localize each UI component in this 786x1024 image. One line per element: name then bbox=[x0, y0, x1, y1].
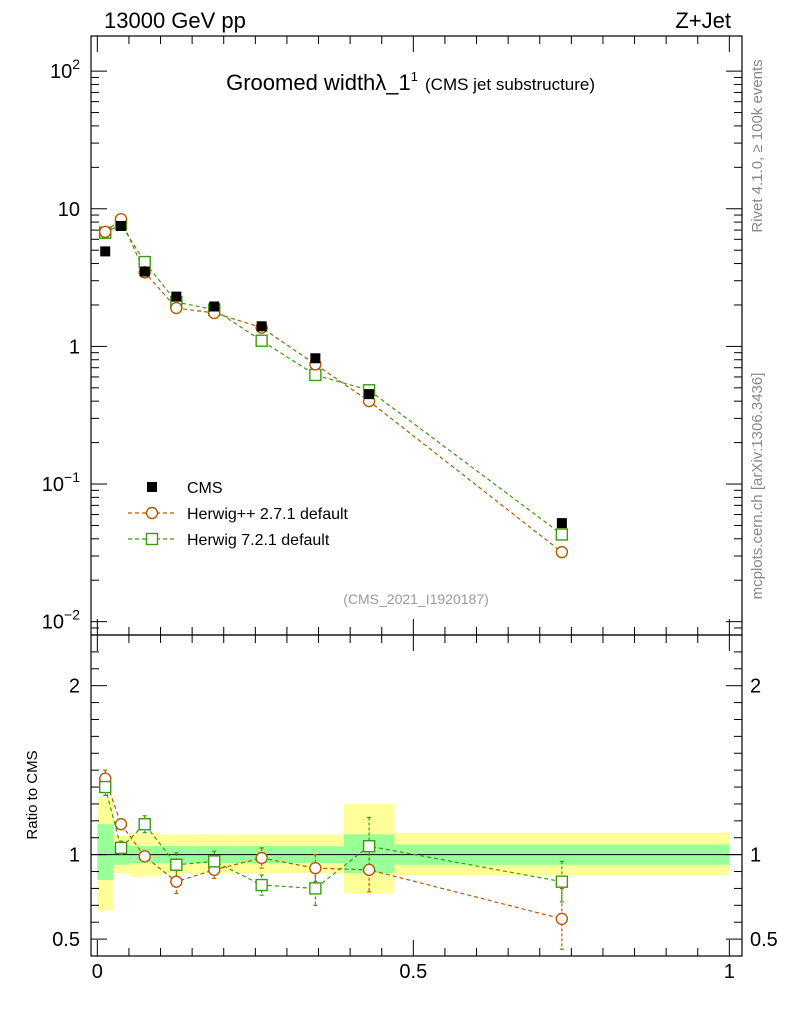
ratio-point-herwig7 bbox=[99, 780, 112, 794]
ratio-point-herwigpp bbox=[309, 861, 322, 875]
main-y-tick-exponent: 2 bbox=[72, 56, 80, 72]
ratio-y-axis-label: Ratio to CMS bbox=[24, 750, 41, 839]
main-point-cms bbox=[310, 353, 321, 364]
ratio-point-herwig7 bbox=[208, 855, 221, 868]
ratio-plot-series bbox=[99, 769, 569, 950]
ratio-plot-frame bbox=[90, 634, 743, 957]
legend-herwigpp-label: Herwig++ 2.7.1 default bbox=[187, 506, 349, 523]
main-y-tick-label: 10 bbox=[58, 199, 80, 221]
ratio-point-herwigpp bbox=[114, 818, 128, 831]
main-y-tick-exponent: −1 bbox=[64, 469, 80, 485]
plot-title-superscript: 1 bbox=[411, 69, 418, 84]
main-point-cms bbox=[171, 291, 182, 302]
main-point-herwigpp bbox=[555, 545, 569, 559]
main-point-herwig7 bbox=[555, 528, 569, 541]
ratio-uncertainty-bands bbox=[91, 797, 742, 911]
legend-herwig7-label: Herwig 7.2.1 default bbox=[187, 532, 330, 549]
main-y-tick-exponent: −2 bbox=[64, 607, 80, 623]
main-y-tick-label: 10−2 bbox=[42, 607, 80, 634]
legend-entry-herwigpp: Herwig++ 2.7.1 default bbox=[128, 506, 349, 523]
ratio-y-tick-label-left: 2 bbox=[69, 676, 80, 698]
legend-cms-marker bbox=[147, 482, 157, 492]
ratio-y-tick-label-right: 2 bbox=[750, 676, 761, 698]
legend-herwig7-marker bbox=[145, 532, 159, 546]
legend-cms-label: CMS bbox=[187, 480, 223, 497]
main-point-cms bbox=[139, 266, 150, 277]
ratio-point-herwig7 bbox=[138, 818, 151, 831]
plot-subtitle: (CMS jet substructure) bbox=[425, 75, 595, 94]
mcplots-label: mcplots.cern.ch [arXiv:1306.3436] bbox=[749, 373, 766, 600]
x-tick-label: 0 bbox=[92, 961, 103, 983]
ratio-point-herwig7 bbox=[114, 841, 128, 855]
main-y-tick-base: 10 bbox=[50, 61, 72, 83]
main-point-cms bbox=[364, 389, 375, 400]
x-tick-label: 0.5 bbox=[399, 961, 427, 983]
plot-title: Groomed widthλ_11 bbox=[226, 69, 418, 95]
ratio-point-herwigpp bbox=[362, 863, 376, 877]
ratio-point-herwigpp bbox=[170, 875, 183, 888]
ratio-point-herwigpp bbox=[255, 851, 268, 865]
ratio-y-tick-label-left: 1 bbox=[69, 845, 80, 867]
main-y-tick-base: 10 bbox=[42, 612, 64, 634]
main-plot-series bbox=[99, 212, 569, 559]
main-series-line-1 bbox=[104, 218, 563, 553]
ratio-point-herwig7 bbox=[255, 878, 268, 892]
ratio-y-tick-label-right: 0.5 bbox=[750, 929, 778, 951]
ratio-point-herwigpp bbox=[138, 850, 151, 863]
legend-entry-cms: CMS bbox=[147, 480, 223, 497]
analysis-id-watermark: (CMS_2021_I1920187) bbox=[343, 591, 489, 607]
main-y-tick-base: 10 bbox=[42, 474, 64, 496]
main-point-herwigpp bbox=[99, 225, 112, 239]
ratio-y-tick-label-left: 0.5 bbox=[52, 929, 80, 951]
header-energy-label: 13000 GeV pp bbox=[104, 8, 246, 33]
main-y-tick-label: 1 bbox=[69, 336, 80, 358]
main-point-herwigpp bbox=[170, 301, 183, 315]
legend: CMS Herwig++ 2.7.1 default Herwig 7.2.1 … bbox=[128, 480, 349, 549]
main-point-cms bbox=[100, 246, 111, 257]
main-point-cms bbox=[256, 321, 267, 332]
ratio-point-herwig7 bbox=[170, 858, 183, 871]
main-point-cms bbox=[556, 518, 567, 529]
legend-entry-herwig7: Herwig 7.2.1 default bbox=[128, 532, 330, 549]
main-point-cms bbox=[209, 301, 220, 312]
main-point-cms bbox=[116, 220, 127, 231]
main-point-herwig7 bbox=[138, 255, 151, 269]
ratio-y-tick-label-right: 1 bbox=[750, 845, 761, 867]
ratio-point-herwigpp bbox=[555, 912, 569, 926]
legend-herwigpp-marker bbox=[145, 506, 159, 520]
main-series-line-2 bbox=[104, 223, 563, 535]
plot-title-main: Groomed widthλ_1 bbox=[226, 70, 411, 95]
rivet-version-label: Rivet 4.1.0, ≥ 100k events bbox=[749, 59, 766, 232]
header-process-label: Z+Jet bbox=[675, 8, 731, 33]
ratio-point-herwig7 bbox=[555, 875, 569, 888]
main-y-tick-label: 10−1 bbox=[42, 469, 80, 496]
ratio-point-herwig7 bbox=[362, 839, 376, 853]
ratio-point-herwig7 bbox=[309, 882, 322, 895]
main-point-herwig7 bbox=[309, 368, 322, 382]
ratio-band-inner bbox=[97, 824, 114, 880]
x-tick-label: 1 bbox=[724, 961, 735, 983]
main-y-tick-label: 102 bbox=[50, 56, 80, 83]
main-point-herwig7 bbox=[255, 334, 268, 347]
